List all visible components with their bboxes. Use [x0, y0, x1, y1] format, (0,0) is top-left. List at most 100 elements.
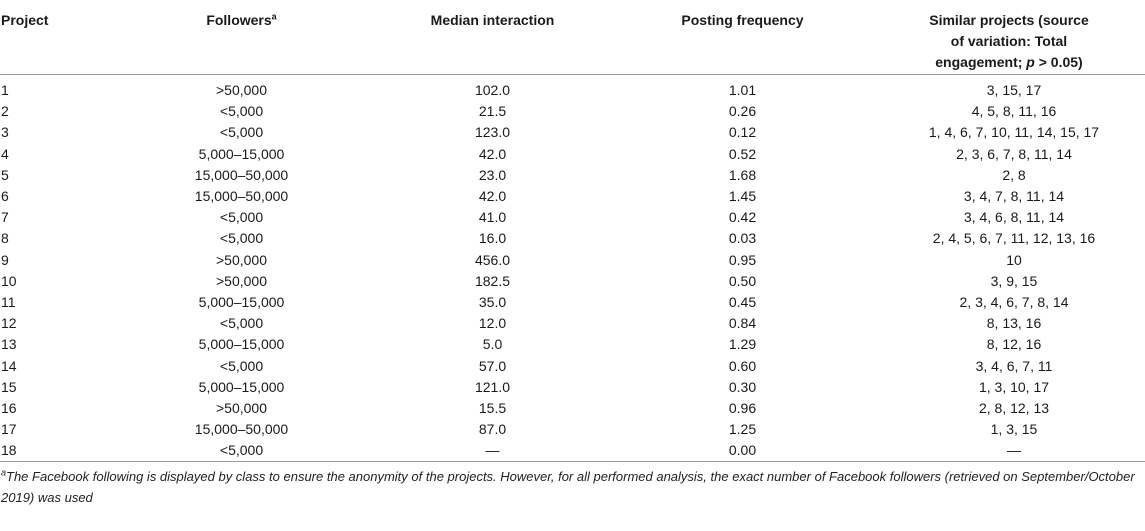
- cell-project: 4: [1, 145, 9, 162]
- cell-posting-frequency: 0.03: [728, 230, 757, 247]
- cell-followers: 15,000–50,000: [194, 421, 289, 438]
- table-row: 8 <5,000 16.0 0.03 2, 4, 5, 6, 7, 11, 12, 13…: [0, 228, 1145, 249]
- cell-project: 14: [1, 357, 17, 374]
- cell-project: 2: [1, 103, 9, 120]
- cell-similar-projects: 3, 4, 6, 8, 11, 14: [963, 209, 1065, 226]
- cell-similar-projects: 10: [1006, 251, 1022, 268]
- cell-project: 9: [1, 251, 9, 268]
- header-similar-projects: Similar projects (source of variation: T…: [865, 0, 1145, 75]
- cell-median-interaction: 16.0: [478, 230, 507, 247]
- cell-median-interaction: 42.0: [478, 145, 507, 162]
- cell-posting-frequency: 0.26: [728, 103, 757, 120]
- cell-project: 10: [1, 272, 17, 289]
- header-row: Project Followersa Median interaction Po…: [0, 0, 1145, 75]
- table-body: 1 >50,000 102.0 1.01 3, 15, 17 2 <5,000 21.5 0.2…: [0, 75, 1145, 462]
- cell-median-interaction: 21.5: [478, 103, 507, 120]
- cell-median-interaction: —: [485, 442, 500, 459]
- cell-similar-projects: 2, 8, 12, 13: [978, 400, 1050, 417]
- cell-posting-frequency: 0.12: [728, 124, 757, 141]
- cell-posting-frequency: 1.45: [728, 188, 757, 205]
- cell-followers: <5,000: [219, 124, 264, 141]
- cell-posting-frequency: 0.45: [728, 294, 757, 311]
- table-row: 12 <5,000 12.0 0.84 8, 13, 16: [0, 313, 1145, 334]
- cell-median-interaction: 87.0: [478, 421, 507, 438]
- table-row: 6 15,000–50,000 42.0 1.45 3, 4, 7, 8, 11, 14: [0, 186, 1145, 207]
- cell-similar-projects: 2, 3, 6, 7, 8, 11, 14: [956, 145, 1072, 162]
- cell-similar-projects: 4, 5, 8, 11, 16: [971, 103, 1057, 120]
- cell-project: 1: [1, 82, 9, 98]
- cell-similar-projects: 1, 3, 15: [990, 421, 1038, 438]
- cell-median-interaction: 57.0: [478, 357, 507, 374]
- cell-similar-projects: 3, 15, 17: [986, 82, 1042, 98]
- cell-project: 6: [1, 188, 9, 205]
- cell-median-interaction: 41.0: [478, 209, 507, 226]
- table-row: 3 <5,000 123.0 0.12 1, 4, 6, 7, 10, 11, 14, …: [0, 122, 1145, 143]
- cell-median-interaction: 456.0: [474, 251, 511, 268]
- cell-posting-frequency: 0.00: [728, 442, 757, 459]
- cell-posting-frequency: 0.30: [728, 378, 757, 395]
- cell-median-interaction: 121.0: [474, 378, 511, 395]
- cell-project: 7: [1, 209, 9, 226]
- cell-project: 18: [1, 442, 17, 459]
- cell-median-interaction: 12.0: [478, 315, 507, 332]
- table-footnote: aThe Facebook following is displayed by …: [1, 466, 1141, 508]
- cell-followers: >50,000: [216, 251, 267, 268]
- cell-followers: <5,000: [219, 357, 264, 374]
- cell-posting-frequency: 0.60: [728, 357, 757, 374]
- cell-similar-projects: 3, 4, 6, 7, 11: [975, 357, 1053, 374]
- cell-followers: <5,000: [219, 103, 264, 120]
- cell-posting-frequency: 0.84: [728, 315, 757, 332]
- table-header: Project Followersa Median interaction Po…: [0, 0, 1145, 75]
- table-row: 16 >50,000 15.5 0.96 2, 8, 12, 13: [0, 398, 1145, 419]
- cell-median-interaction: 182.5: [474, 272, 511, 289]
- projects-table: Project Followersa Median interaction Po…: [0, 0, 1145, 462]
- cell-median-interaction: 35.0: [478, 294, 507, 311]
- cell-project: 15: [1, 378, 17, 395]
- header-similar-line3b: > 0.05): [1034, 54, 1083, 70]
- footnote-mark: a: [1, 467, 7, 478]
- footnote-divider: [0, 461, 1145, 462]
- header-followers-label: Followers: [206, 12, 272, 28]
- cell-project: 8: [1, 230, 9, 247]
- cell-project: 17: [1, 421, 17, 438]
- cell-followers: <5,000: [219, 230, 264, 247]
- cell-median-interaction: 123.0: [474, 124, 511, 141]
- header-posting-frequency: Posting frequency: [620, 0, 865, 75]
- cell-followers: 15,000–50,000: [194, 188, 289, 205]
- cell-project: 12: [1, 315, 17, 332]
- cell-project: 16: [1, 400, 17, 417]
- cell-similar-projects: 2, 4, 5, 6, 7, 11, 12, 13, 16: [932, 230, 1096, 247]
- cell-posting-frequency: 0.52: [728, 145, 757, 162]
- cell-posting-frequency: 0.50: [728, 272, 757, 289]
- cell-project: 13: [1, 336, 17, 353]
- cell-median-interaction: 5.0: [482, 336, 503, 353]
- table-row: 11 5,000–15,000 35.0 0.45 2, 3, 4, 6, 7, 8, …: [0, 292, 1145, 313]
- table-row: 5 15,000–50,000 23.0 1.68 2, 8: [0, 165, 1145, 186]
- cell-similar-projects: 2, 8: [1002, 166, 1026, 183]
- header-similar-line2: of variation: Total: [950, 33, 1068, 49]
- cell-posting-frequency: 1.29: [728, 336, 757, 353]
- table-row: 13 5,000–15,000 5.0 1.29 8, 12, 16: [0, 334, 1145, 355]
- cell-followers: 5,000–15,000: [198, 336, 285, 353]
- footnote-text: The Facebook following is displayed by c…: [1, 469, 1135, 505]
- table-row: 15 5,000–15,000 121.0 0.30 1, 3, 10, 17: [0, 377, 1145, 398]
- cell-posting-frequency: 0.96: [728, 400, 757, 417]
- cell-posting-frequency: 0.95: [728, 251, 757, 268]
- cell-similar-projects: 3, 9, 15: [990, 272, 1038, 289]
- header-median-interaction: Median interaction: [365, 0, 620, 75]
- cell-followers: >50,000: [216, 82, 267, 98]
- table-row: 14 <5,000 57.0 0.60 3, 4, 6, 7, 11: [0, 356, 1145, 377]
- cell-followers: 15,000–50,000: [194, 166, 289, 183]
- header-project: Project: [0, 0, 118, 75]
- table-row: 7 <5,000 41.0 0.42 3, 4, 6, 8, 11, 14: [0, 207, 1145, 228]
- header-similar-line1: Similar projects (source: [929, 12, 1089, 28]
- cell-project: 3: [1, 124, 9, 141]
- cell-followers: >50,000: [216, 400, 267, 417]
- cell-similar-projects: 1, 4, 6, 7, 10, 11, 14, 15, 17: [928, 124, 1100, 141]
- cell-median-interaction: 42.0: [478, 188, 507, 205]
- cell-median-interaction: 102.0: [474, 82, 511, 98]
- table-row: 2 <5,000 21.5 0.26 4, 5, 8, 11, 16: [0, 101, 1145, 122]
- cell-similar-projects: 8, 13, 16: [986, 315, 1042, 332]
- cell-similar-projects: —: [1007, 442, 1021, 459]
